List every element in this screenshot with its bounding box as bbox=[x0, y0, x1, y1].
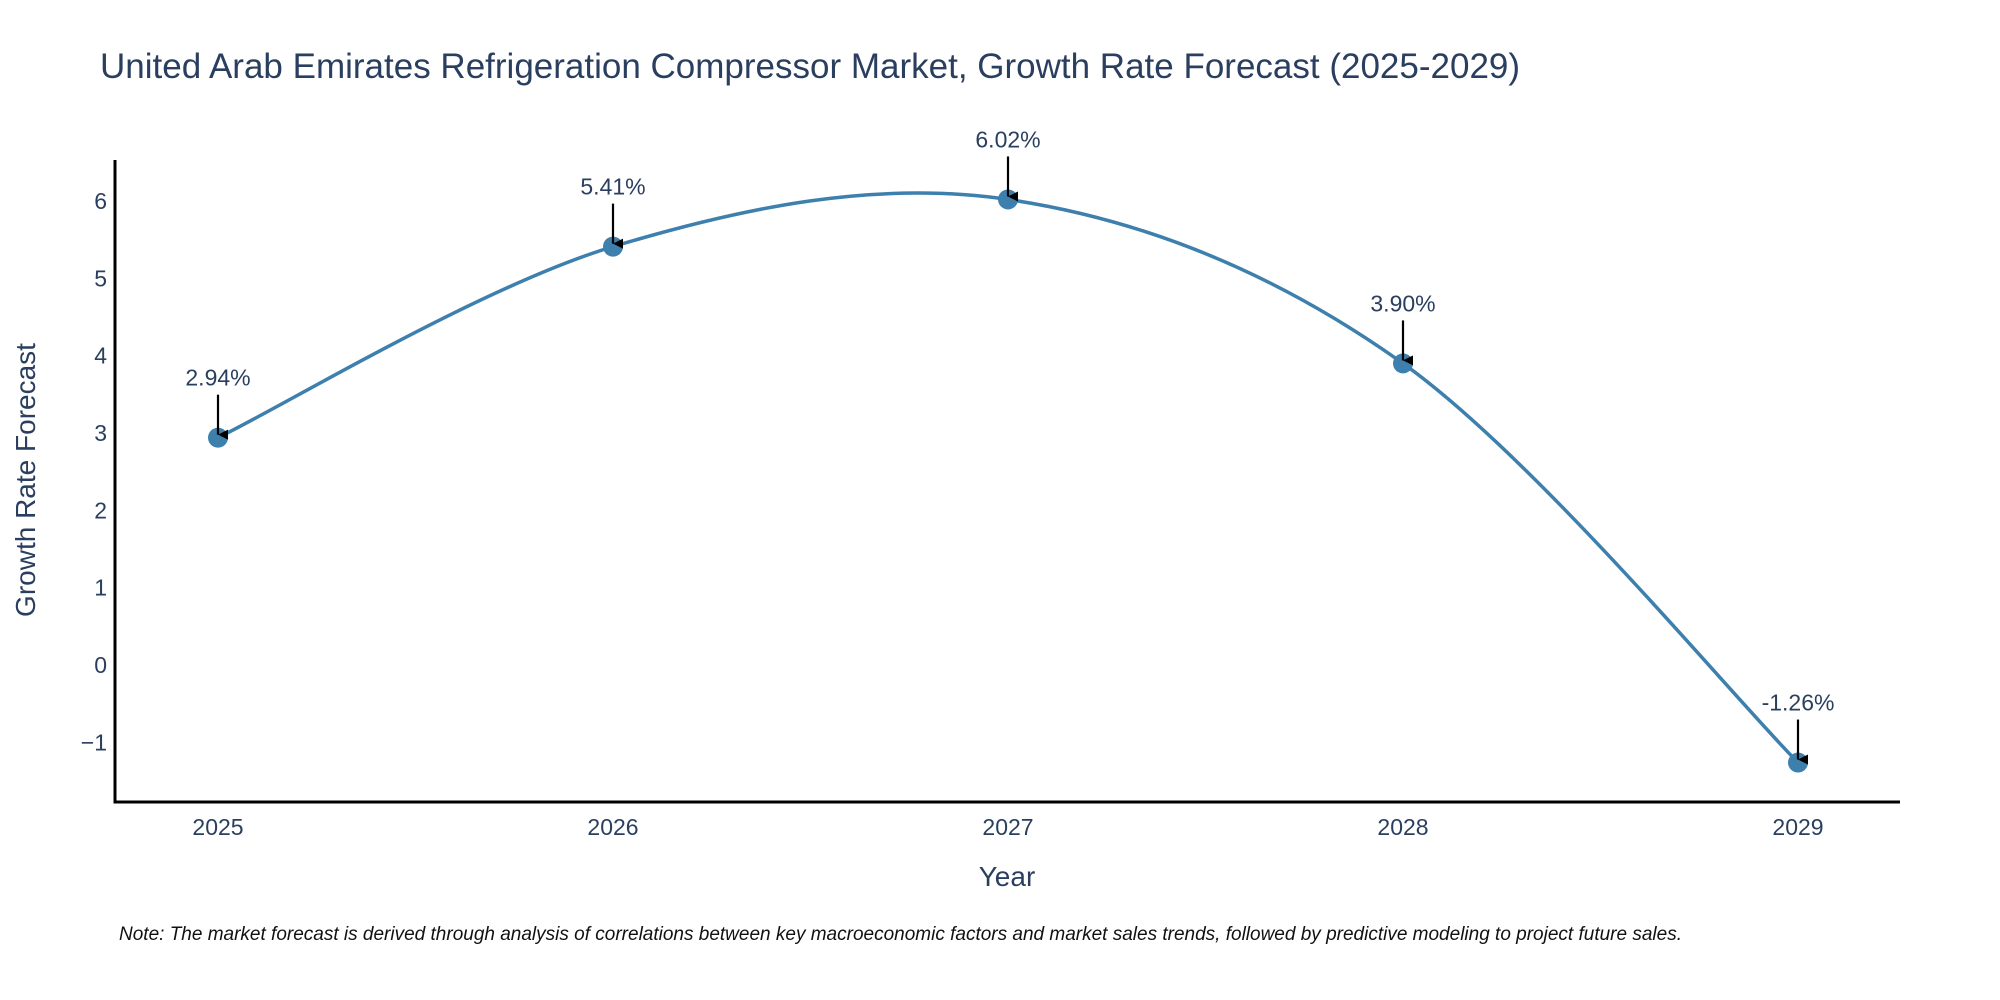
x-axis-ticks: 2025 2026 2027 2028 2029 bbox=[192, 814, 1823, 840]
y-tick-label: 4 bbox=[94, 343, 107, 369]
y-axis-ticks: −1 0 1 2 3 4 5 6 bbox=[81, 188, 107, 755]
plot-area: −1 0 1 2 3 4 5 6 2025 2026 2027 2028 2029 2.94% 5.41… bbox=[81, 126, 1900, 840]
x-tick-label: 2027 bbox=[982, 814, 1033, 840]
y-axis-title: Growth Rate Forecast bbox=[10, 343, 41, 617]
y-tick-label: 5 bbox=[94, 265, 107, 291]
x-tick-label: 2025 bbox=[192, 814, 243, 840]
growth-rate-line bbox=[216, 191, 1800, 765]
y-tick-label: 3 bbox=[94, 420, 107, 446]
data-label-2025: 2.94% bbox=[185, 365, 250, 391]
data-label-2027: 6.02% bbox=[975, 126, 1040, 152]
chart-title: United Arab Emirates Refrigeration Compr… bbox=[100, 47, 1520, 86]
x-tick-label: 2029 bbox=[1772, 814, 1823, 840]
data-label-2028: 3.90% bbox=[1370, 290, 1435, 316]
x-axis-title: Year bbox=[979, 861, 1036, 892]
data-label-2026: 5.41% bbox=[580, 174, 645, 200]
x-tick-label: 2026 bbox=[587, 814, 638, 840]
y-tick-label: 1 bbox=[94, 575, 107, 601]
y-tick-label: 6 bbox=[94, 188, 107, 214]
data-annotations: 2.94% 5.41% 6.02% 3.90% -1.26% bbox=[185, 126, 1835, 765]
y-tick-label: −1 bbox=[81, 729, 107, 755]
x-tick-label: 2028 bbox=[1377, 814, 1428, 840]
footnote: Note: The market forecast is derived thr… bbox=[119, 924, 1682, 945]
data-markers bbox=[208, 189, 1808, 773]
y-tick-label: 2 bbox=[94, 497, 107, 523]
y-tick-label: 0 bbox=[94, 652, 107, 678]
data-label-2029: -1.26% bbox=[1762, 690, 1835, 716]
